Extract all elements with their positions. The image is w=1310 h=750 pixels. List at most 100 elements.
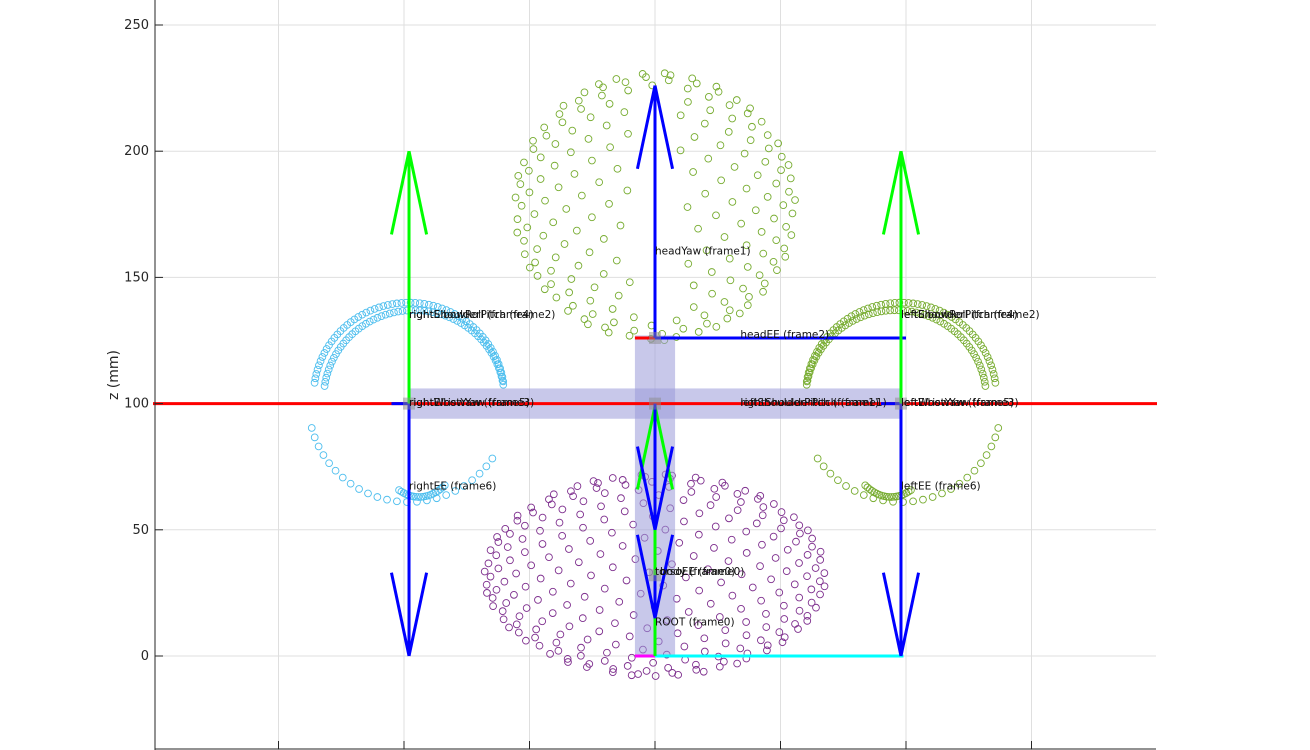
torso-point	[608, 474, 617, 482]
right-y-arrow-head	[407, 572, 429, 657]
torso-point	[674, 670, 682, 679]
left-arm-point	[983, 353, 992, 361]
left-arm-point	[979, 345, 988, 353]
torso-point	[759, 503, 768, 511]
head-point	[630, 313, 638, 322]
head-point	[779, 201, 788, 209]
left-z-arrow-head	[881, 150, 903, 235]
right-arm-point	[406, 298, 415, 307]
torso-point	[563, 601, 571, 609]
right-arm-point	[437, 310, 446, 319]
right-arm-point	[321, 377, 330, 386]
torso-point	[742, 631, 751, 640]
right-arm-point	[441, 311, 450, 320]
head-point	[614, 291, 623, 300]
torso-point	[695, 530, 703, 539]
head-point	[606, 143, 614, 152]
torso-point	[521, 582, 530, 591]
torso-point	[592, 484, 601, 492]
torso-point	[505, 623, 513, 632]
head-point	[540, 285, 549, 294]
head-point	[551, 140, 560, 148]
left-arm-point	[834, 476, 842, 485]
right-arm-point	[491, 356, 500, 365]
head-point	[672, 316, 681, 325]
left-arm-point	[850, 487, 859, 495]
head-point	[712, 211, 720, 220]
head-point	[542, 131, 551, 140]
right-arm-point	[325, 459, 333, 468]
torso-point	[482, 580, 491, 589]
right-arm-point	[499, 380, 508, 389]
y-tick-label: 50	[132, 523, 149, 538]
head-point	[755, 271, 764, 280]
right-arm-point	[365, 317, 374, 326]
left-arm-point	[864, 310, 873, 319]
head-point	[533, 271, 542, 280]
left-arm-point	[890, 298, 899, 307]
torso-point	[558, 531, 566, 540]
head-point	[759, 287, 767, 296]
torso-point	[820, 569, 829, 577]
head-point	[588, 213, 596, 222]
frame-label: rightElbowYaw (frame3)	[409, 397, 534, 409]
left-arm-point	[990, 374, 999, 383]
right-y-arrow-head	[389, 572, 411, 657]
left-arm-point	[979, 373, 988, 382]
left-arm-point	[877, 307, 886, 316]
torso-point	[627, 671, 636, 680]
torso-point	[816, 556, 825, 564]
head-point	[531, 258, 539, 267]
left-arm-point	[856, 313, 865, 322]
torso-point	[488, 594, 497, 602]
left-arm-point	[885, 493, 893, 501]
head-point	[565, 288, 574, 297]
right-arm-point	[414, 493, 423, 501]
right-arm-point	[320, 382, 329, 390]
torso-point	[733, 506, 742, 515]
head-point	[743, 263, 752, 271]
right-arm-point	[310, 433, 319, 442]
head-point	[539, 231, 548, 240]
torso-point	[569, 492, 577, 501]
head-z-arrow-head	[635, 85, 657, 170]
right-arm-point	[498, 376, 507, 385]
left-arm-point	[859, 491, 868, 499]
head-point	[781, 252, 790, 261]
right-arm-point	[438, 304, 446, 313]
left-arm-point	[852, 315, 861, 323]
torso-point	[574, 558, 583, 567]
left-arm-point	[955, 479, 964, 488]
frame-label: leftElbowYaw (frame3)	[901, 397, 1019, 409]
head-point	[706, 106, 715, 115]
right-arm-point	[468, 476, 476, 485]
frame-label: torsoEE (frame0)	[655, 566, 744, 578]
torso-point	[717, 578, 725, 587]
head-point	[574, 96, 583, 105]
right-arm-point	[330, 353, 338, 362]
torso-point	[812, 603, 820, 612]
left-arm-point	[895, 298, 904, 307]
torso-point	[546, 650, 554, 658]
torso-point	[617, 494, 625, 503]
torso-point	[502, 599, 511, 607]
head-point	[764, 144, 773, 153]
head-point	[525, 188, 534, 197]
torso-point	[538, 513, 547, 522]
right-arm-point	[424, 307, 433, 316]
right-arm-point	[325, 341, 333, 350]
head-point	[547, 266, 555, 275]
head-point	[624, 86, 633, 95]
head-point	[569, 301, 577, 310]
left-arm-point	[804, 372, 813, 381]
right-arm-point	[496, 368, 505, 377]
spine-z-arrow-head	[635, 405, 657, 490]
right-arm-point	[324, 365, 333, 374]
head-point	[602, 121, 611, 130]
head-point	[740, 149, 749, 158]
left-arm-point	[970, 466, 979, 475]
head-point	[772, 236, 781, 245]
left-arm-point	[889, 497, 897, 506]
torso-point	[565, 545, 573, 553]
